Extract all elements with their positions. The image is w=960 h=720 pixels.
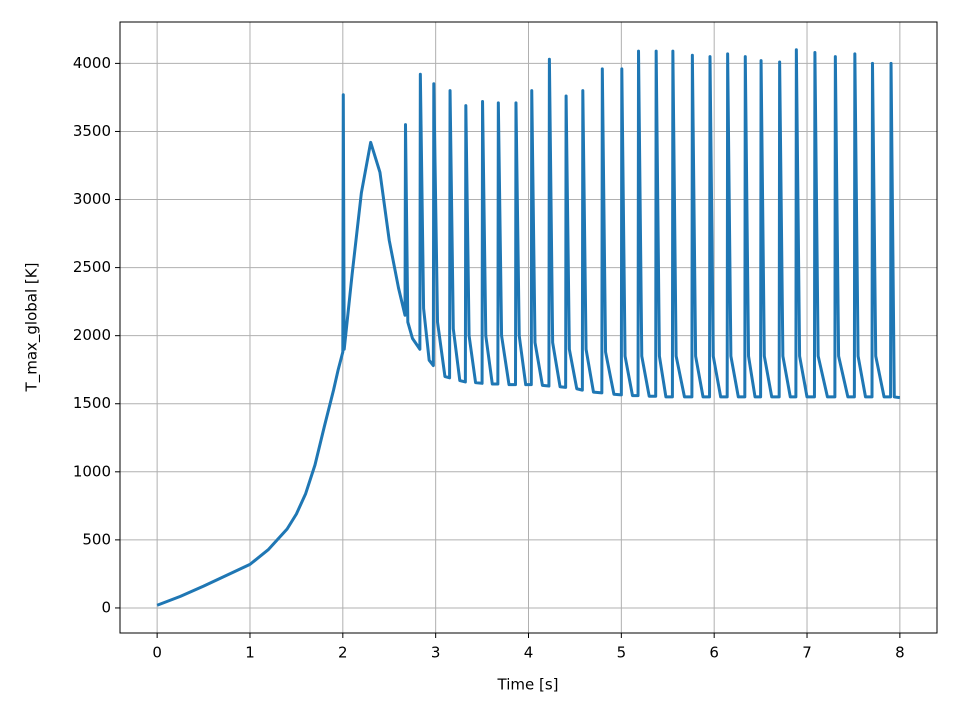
x-tick-label: 2 [338, 644, 348, 662]
y-axis-label: T_max_global [K] [23, 263, 42, 393]
x-tick-label: 3 [431, 644, 441, 662]
data-line [156, 48, 901, 607]
y-tick-label: 0 [101, 598, 111, 616]
x-tick-label: 0 [152, 644, 162, 662]
x-tick-label: 8 [895, 644, 905, 662]
y-tick-label: 4000 [73, 54, 111, 72]
x-axis-label: Time [s] [497, 676, 559, 694]
y-tick-label: 2500 [73, 258, 111, 276]
y-tick-label: 500 [82, 530, 111, 548]
x-tick-label: 6 [709, 644, 719, 662]
y-tick-label: 1500 [73, 394, 111, 412]
x-tick-label: 4 [524, 644, 534, 662]
y-tick-label: 1000 [73, 462, 111, 480]
x-tick-label: 1 [245, 644, 255, 662]
plot-area [156, 48, 901, 607]
y-tick-label: 2000 [73, 326, 111, 344]
y-tick-label: 3500 [73, 122, 111, 140]
x-tick-label: 7 [802, 644, 812, 662]
y-tick-label: 3000 [73, 190, 111, 208]
x-tick-label: 5 [617, 644, 627, 662]
